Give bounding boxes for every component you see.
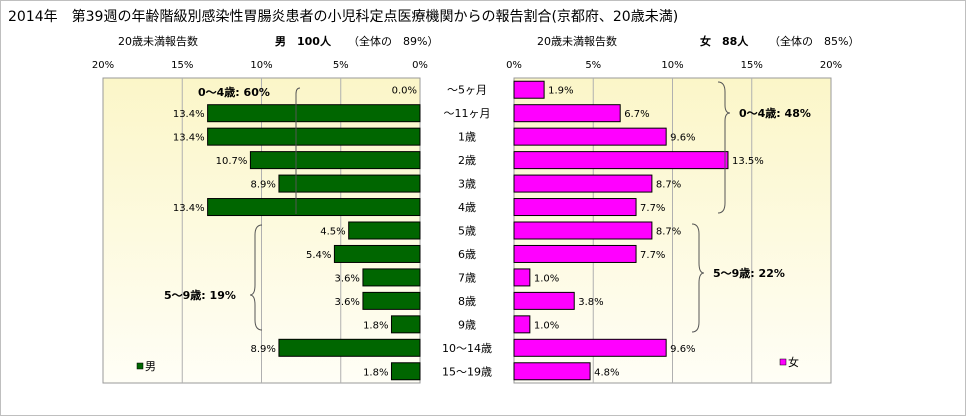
axis-tick-labels: 0% 0% 5% 5% 10% 10% 15% 15% 20% 20% — [92, 60, 842, 71]
male-data-label: 13.4% — [173, 203, 205, 214]
chart-title: 2014年 第39週の年齢階級別感染性胃腸炎患者の小児科定点医療機関からの報告割… — [8, 8, 678, 25]
male-bar — [278, 338, 421, 357]
male-x-tick-label: 10% — [250, 60, 272, 71]
female-legend-label: 女 — [788, 355, 799, 369]
male-bar — [333, 244, 421, 263]
female-5-9-group-label: 5～9歳: 22% — [713, 266, 785, 280]
female-x-tick-label: 0% — [506, 60, 522, 71]
female-data-label: 9.6% — [670, 344, 695, 355]
male-0-4-bracket — [295, 87, 301, 214]
female-data-label: 1.0% — [534, 320, 559, 331]
female-subtitle-count-label: 20歳未満報告数 — [537, 35, 617, 48]
age-category-label: 5歳 — [458, 225, 476, 238]
male-data-label: 1.8% — [363, 367, 388, 378]
male-data-label: 8.9% — [251, 180, 276, 191]
female-x-tick-label: 15% — [741, 60, 763, 71]
female-x-tick-label: 10% — [661, 60, 683, 71]
female-x-tick-label: 5% — [585, 60, 601, 71]
female-data-label: 7.7% — [640, 203, 665, 214]
female-bar — [513, 338, 667, 357]
female-legend-swatch — [779, 358, 787, 366]
male-x-tick-label: 20% — [92, 60, 114, 71]
male-bar — [390, 362, 421, 381]
age-category-label: 6歳 — [458, 248, 476, 261]
male-data-label: 3.6% — [335, 297, 360, 308]
male-data-label: 5.4% — [306, 250, 331, 261]
age-category-label: 15～19歳 — [442, 365, 492, 378]
female-bar — [513, 244, 637, 263]
female-data-label: 8.7% — [656, 180, 681, 191]
female-5-9-bracket — [691, 223, 705, 333]
age-category-label: 8歳 — [458, 295, 476, 308]
female-bar — [513, 362, 591, 381]
age-category-label: 3歳 — [458, 178, 476, 191]
female-data-label: 7.7% — [640, 250, 665, 261]
male-data-label: 1.8% — [363, 320, 388, 331]
male-bar — [362, 268, 421, 287]
age-category-label: ～5ヶ月 — [447, 84, 487, 97]
male-0-4-group-label: 0～4歳: 60% — [198, 85, 270, 99]
male-bar — [207, 104, 421, 123]
age-category-label: 9歳 — [458, 318, 476, 331]
male-bar — [362, 291, 421, 310]
female-data-label: 13.5% — [732, 156, 764, 167]
age-category-label: 4歳 — [458, 201, 476, 214]
female-series: 1.9% 6.7% 9.6% 13.5% 8.7% 7.7% 8.7% 7.7% 1.0% 3.8… — [513, 80, 764, 381]
male-data-label: 13.4% — [173, 133, 205, 144]
age-category-label: 7歳 — [458, 271, 476, 284]
female-bar — [513, 315, 531, 334]
male-5-9-group-label: 5～9歳: 19% — [164, 288, 236, 302]
male-bar — [207, 127, 421, 146]
female-data-label: 1.9% — [548, 86, 573, 97]
female-0-4-group-label: 0～4歳: 48% — [739, 106, 811, 120]
male-x-tick-label: 15% — [171, 60, 193, 71]
female-bar — [513, 151, 729, 170]
male-legend-label: 男 — [145, 360, 156, 373]
female-x-tick-label: 20% — [820, 60, 842, 71]
female-subtitle-share: （全体の 85%） — [769, 34, 859, 48]
male-subtitle-share: （全体の 89%） — [348, 34, 438, 48]
male-subtitle-count-label: 20歳未満報告数 — [118, 35, 198, 48]
male-legend-swatch — [136, 362, 144, 370]
age-category-label: 10～14歳 — [442, 342, 492, 355]
male-data-label: 0.0% — [392, 86, 417, 97]
age-category-label: 2歳 — [458, 154, 476, 167]
age-category-label: ～11ヶ月 — [444, 107, 491, 120]
age-category-label: 1歳 — [458, 131, 476, 144]
female-data-label: 8.7% — [656, 227, 681, 238]
female-bar — [513, 268, 531, 287]
female-data-label: 4.8% — [594, 367, 619, 378]
male-x-tick-label: 0% — [412, 60, 428, 71]
female-bar — [513, 221, 653, 240]
male-data-label: 10.7% — [216, 156, 248, 167]
category-labels: ～5ヶ月 ～11ヶ月 1歳 2歳 3歳 4歳 5歳 6歳 7歳 8歳 9歳 10～14歳 15～19歳 — [442, 84, 492, 379]
male-bar — [348, 221, 421, 240]
female-0-4-bracket — [717, 81, 731, 214]
male-bar — [207, 198, 421, 217]
male-bar — [390, 315, 421, 334]
male-data-label: 4.5% — [320, 227, 345, 238]
male-data-label: 3.6% — [335, 273, 360, 284]
male-x-tick-label: 5% — [333, 60, 349, 71]
female-data-label: 6.7% — [624, 109, 649, 120]
female-bar — [513, 198, 637, 217]
female-subtitle-total: 女 88人 — [700, 34, 749, 48]
female-data-label: 9.6% — [670, 133, 695, 144]
female-data-label: 3.8% — [578, 297, 603, 308]
male-5-9-bracket — [249, 224, 263, 331]
male-data-label: 8.9% — [251, 344, 276, 355]
female-bar — [513, 174, 653, 193]
male-series: 0.0% 13.4% 13.4% 10.7% 8.9% 13.4% 4.5% 5.4% 3.6%… — [173, 86, 421, 381]
female-bar — [513, 104, 621, 123]
female-bar — [513, 127, 667, 146]
female-data-label: 1.0% — [534, 273, 559, 284]
female-bar — [513, 80, 545, 99]
male-bar — [278, 174, 421, 193]
female-bar — [513, 291, 575, 310]
male-data-label: 13.4% — [173, 109, 205, 120]
male-subtitle-total: 男 100人 — [275, 34, 332, 48]
male-bar — [249, 151, 421, 170]
